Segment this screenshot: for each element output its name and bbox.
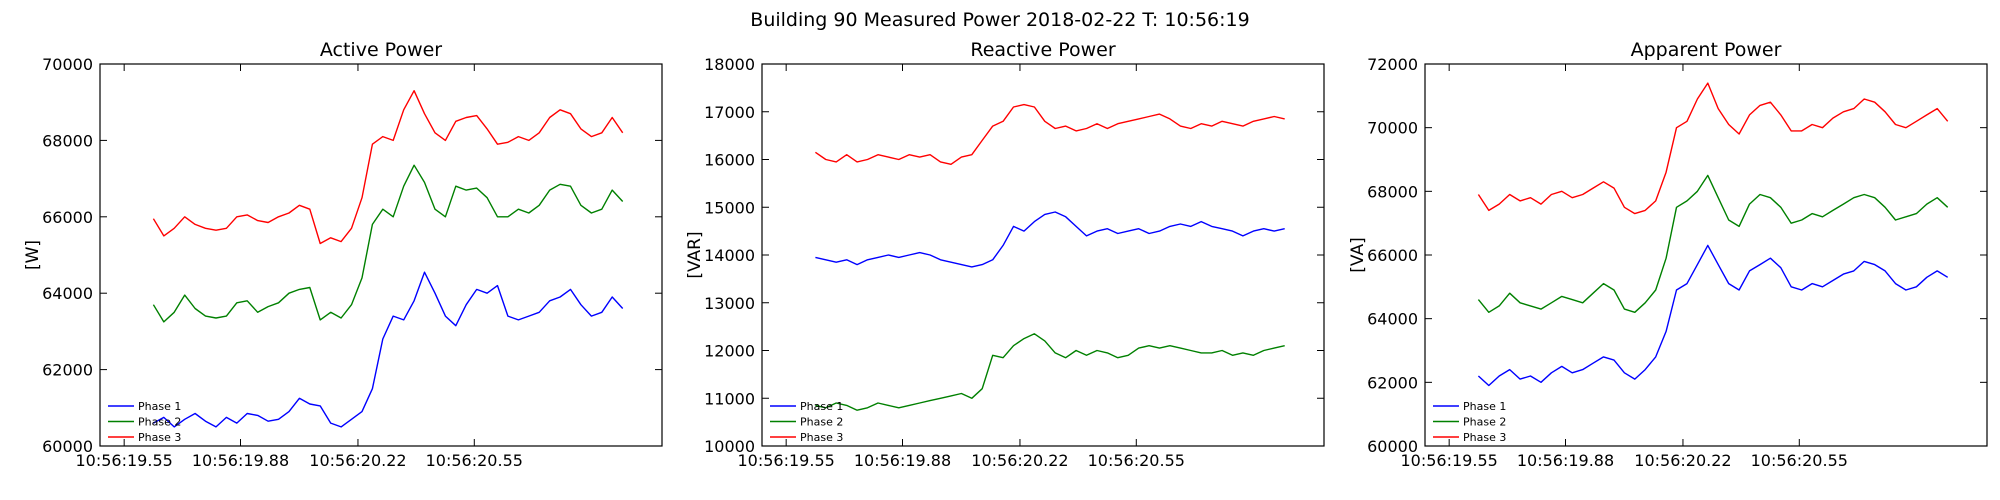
x-tick-label: 10:56:20.55: [1751, 451, 1848, 470]
axes-frame: [1424, 63, 1988, 447]
chart-panels: Active Power 60000 62000 64000 66000 68000 700…: [23, 39, 1988, 470]
y-axis-label: [VA]: [1348, 237, 1368, 272]
y-tick-label: 68000: [1367, 182, 1418, 201]
y-tick-label: 60000: [1367, 437, 1418, 456]
legend-label-phase-3: Phase 3: [1463, 431, 1506, 444]
x-tick-label: 10:56:20.22: [1634, 451, 1731, 470]
y-tick-label: 18000: [704, 55, 755, 74]
x-tick-label: 10:56:20.55: [426, 451, 523, 470]
y-tick-label: 62000: [42, 361, 93, 380]
y-tick-label: 62000: [1367, 373, 1418, 392]
y-axis-label: [W]: [23, 240, 43, 270]
y-tick-label: 14000: [704, 246, 755, 265]
series-line-phase-1: [815, 211, 1285, 268]
figure-suptitle: Building 90 Measured Power 2018-02-22 T:…: [750, 9, 1249, 31]
legend-label-phase-2: Phase 2: [800, 416, 843, 429]
series-line-phase-2: [815, 333, 1285, 411]
chart-title: Apparent Power: [1631, 39, 1782, 61]
x-tick-label: 10:56:19.88: [854, 451, 951, 470]
legend-label-phase-1: Phase 1: [800, 400, 843, 413]
x-tick-label: 10:56:19.55: [738, 451, 835, 470]
series-line-phase-2: [152, 164, 624, 323]
x-tick-label: 10:56:19.55: [1401, 451, 1498, 470]
y-tick-label: 15000: [704, 198, 755, 217]
y-tick-label: 66000: [1367, 246, 1418, 265]
y-tick-label: 12000: [704, 342, 755, 361]
y-axis-label: [VAR]: [685, 231, 705, 278]
y-tick-label: 66000: [42, 208, 93, 227]
chart-title: Active Power: [320, 39, 442, 61]
legend-label-phase-2: Phase 2: [1463, 416, 1506, 429]
y-tick-label: 64000: [42, 284, 93, 303]
chart-panel-3: Apparent Power 60000 62000 64000 66000 68000 7…: [1348, 39, 1988, 470]
legend-label-phase-1: Phase 1: [138, 400, 181, 413]
x-tick-label: 10:56:20.22: [309, 451, 406, 470]
y-tick-label: 70000: [42, 55, 93, 74]
series-line-phase-1: [153, 271, 624, 428]
chart-title: Reactive Power: [970, 39, 1115, 61]
series-line-phase-1: [1477, 244, 1949, 387]
y-tick-label: 17000: [704, 103, 755, 122]
legend-label-phase-1: Phase 1: [1463, 400, 1506, 413]
chart-panel-1: Active Power 60000 62000 64000 66000 68000 700…: [23, 39, 663, 470]
series-line-phase-2: [1477, 174, 1949, 313]
y-tick-label: 11000: [704, 389, 755, 408]
legend-label-phase-3: Phase 3: [138, 431, 181, 444]
chart-panel-2: Reactive Power 10000 11000 12000 13000 14000 1…: [685, 39, 1325, 470]
x-tick-label: 10:56:20.55: [1088, 451, 1185, 470]
y-tick-label: 64000: [1367, 310, 1418, 329]
axes-frame: [761, 63, 1325, 447]
y-tick-label: 72000: [1367, 55, 1418, 74]
legend-label-phase-3: Phase 3: [800, 431, 843, 444]
x-tick-label: 10:56:19.88: [192, 451, 289, 470]
x-tick-label: 10:56:19.55: [76, 451, 173, 470]
series-line-phase-3: [1477, 82, 1949, 215]
x-tick-label: 10:56:19.88: [1517, 451, 1614, 470]
y-tick-label: 60000: [42, 437, 93, 456]
legend-label-phase-2: Phase 2: [138, 416, 181, 429]
y-tick-label: 10000: [704, 437, 755, 456]
y-tick-label: 16000: [704, 151, 755, 170]
series-line-phase-3: [152, 89, 624, 245]
x-tick-label: 10:56:20.22: [971, 451, 1068, 470]
y-tick-label: 13000: [704, 294, 755, 313]
y-tick-label: 68000: [42, 131, 93, 150]
axes-frame: [99, 63, 663, 447]
series-line-phase-3: [815, 103, 1285, 166]
y-tick-label: 70000: [1367, 119, 1418, 138]
